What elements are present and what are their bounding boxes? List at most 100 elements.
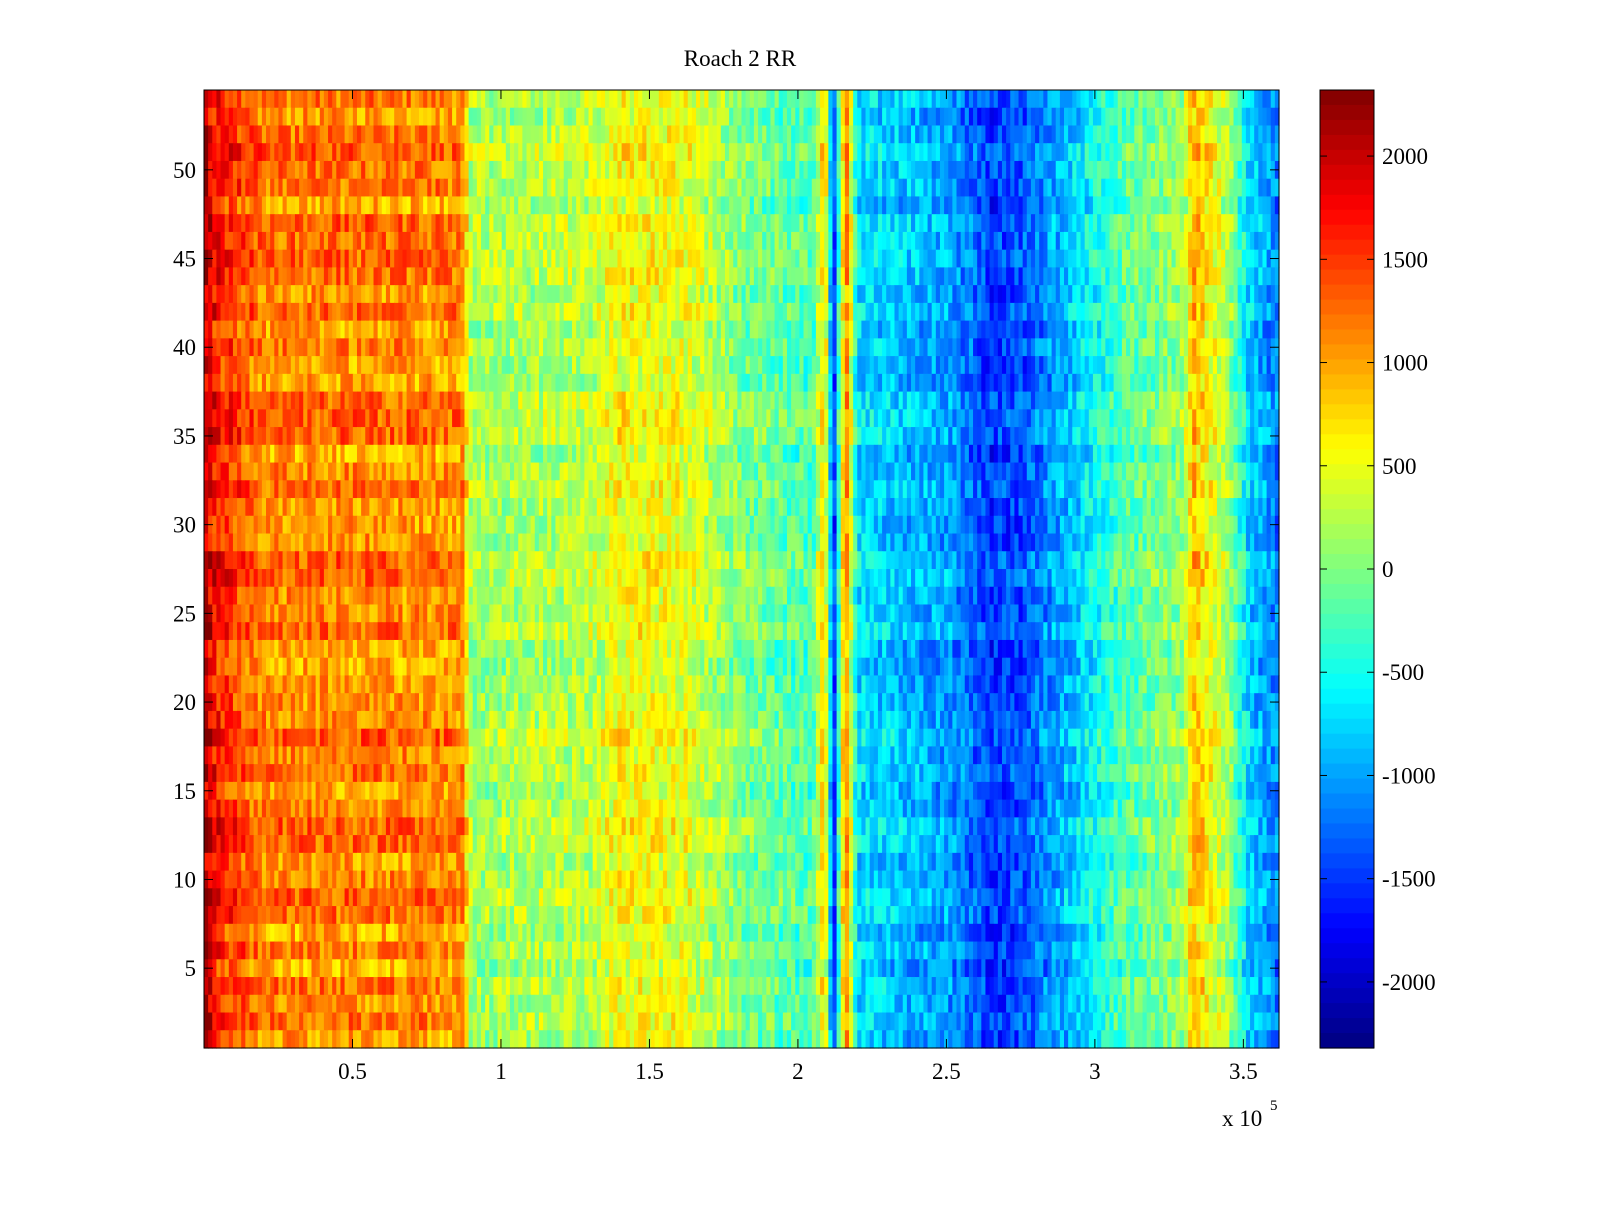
heatmap-cell [824, 320, 829, 339]
heatmap-cell [774, 143, 780, 162]
heatmap-cell [617, 178, 623, 198]
heatmap-cell [650, 196, 656, 215]
heatmap-cell [708, 107, 714, 127]
heatmap-cell [646, 249, 652, 269]
heatmap-cell [245, 231, 251, 251]
heatmap-cell [232, 391, 238, 410]
heatmap-cell [1117, 178, 1123, 198]
heatmap-cell [394, 178, 399, 198]
heatmap-cell [402, 160, 408, 180]
heatmap-cell [621, 356, 627, 375]
heatmap-cell [1250, 178, 1255, 198]
heatmap-cell [1171, 356, 1177, 375]
heatmap-cell [791, 214, 796, 233]
heatmap-cell [439, 391, 445, 410]
heatmap-cell [220, 409, 226, 428]
heatmap-cell [328, 320, 333, 339]
heatmap-cell [307, 196, 313, 215]
heatmap-cell [431, 391, 437, 410]
heatmap-cell [443, 231, 449, 251]
heatmap-cell [708, 302, 714, 322]
heatmap-cell [456, 90, 461, 109]
heatmap-cell [253, 373, 259, 393]
heatmap-cell [762, 196, 767, 215]
heatmap-cell [1204, 267, 1210, 286]
heatmap-cell [968, 90, 974, 109]
heatmap-cell [687, 214, 693, 233]
heatmap-cell [1212, 267, 1218, 286]
heatmap-cell [836, 302, 842, 322]
heatmap-cell [1006, 338, 1011, 357]
heatmap-cell [832, 285, 838, 304]
heatmap-cell [1126, 196, 1131, 215]
heatmap-cell [555, 285, 561, 304]
heatmap-cell [290, 160, 296, 180]
heatmap-cell [534, 107, 540, 127]
heatmap-cell [336, 373, 342, 393]
heatmap-cell [923, 231, 929, 251]
heatmap-cell [526, 143, 532, 162]
heatmap-cell [720, 409, 726, 428]
heatmap-cell [1258, 90, 1264, 109]
heatmap-cell [600, 143, 606, 162]
heatmap-cell [1101, 338, 1106, 357]
heatmap-cell [266, 196, 271, 215]
heatmap-cell [249, 267, 255, 286]
heatmap-cell [915, 285, 920, 304]
heatmap-cell [1241, 338, 1247, 357]
heatmap-cell [729, 90, 734, 109]
heatmap-cell [369, 125, 375, 144]
heatmap-cell [555, 338, 561, 357]
heatmap-cell [551, 107, 557, 127]
heatmap-cell [567, 320, 573, 339]
heatmap-cell [869, 125, 875, 144]
heatmap-cell [675, 160, 681, 180]
heatmap-cell [571, 373, 577, 393]
heatmap-cell [923, 107, 929, 127]
heatmap-cell [985, 267, 991, 286]
heatmap-cell [1051, 285, 1057, 304]
heatmap-cell [241, 391, 246, 410]
heatmap-cell [526, 320, 532, 339]
heatmap-cell [960, 214, 966, 233]
heatmap-cell [638, 143, 643, 162]
heatmap-cell [1179, 143, 1185, 162]
heatmap-cell [1241, 285, 1247, 304]
heatmap-cell [1130, 125, 1135, 144]
heatmap-cell [336, 356, 342, 375]
heatmap-cell [497, 196, 503, 215]
heatmap-cell [278, 90, 284, 109]
heatmap-cell [323, 427, 329, 446]
heatmap-cell [1221, 338, 1226, 357]
heatmap-cell [968, 249, 974, 269]
heatmap-cell [1121, 231, 1127, 251]
heatmap-cell [600, 373, 606, 393]
heatmap-cell [266, 302, 271, 322]
heatmap-cell [1254, 338, 1259, 357]
heatmap-cell [328, 125, 333, 144]
heatmap-cell [654, 356, 660, 375]
heatmap-cell [1150, 178, 1156, 198]
heatmap-cell [1059, 302, 1065, 322]
heatmap-cell [1225, 107, 1230, 127]
heatmap-cell [993, 160, 999, 180]
heatmap-cell [894, 178, 900, 198]
heatmap-cell [356, 178, 362, 198]
heatmap-cell [1266, 320, 1272, 339]
heatmap-cell [253, 285, 259, 304]
heatmap-cell [600, 231, 606, 251]
heatmap-cell [1109, 409, 1115, 428]
heatmap-cell [840, 356, 846, 375]
heatmap-cell [791, 90, 796, 109]
heatmap-cell [824, 231, 829, 251]
heatmap-cell [1254, 178, 1259, 198]
heatmap-cell [1262, 249, 1268, 269]
heatmap-cell [538, 338, 544, 357]
heatmap-cell [745, 143, 751, 162]
heatmap-cell [964, 160, 970, 180]
heatmap-cell [741, 267, 747, 286]
heatmap-cell [1150, 214, 1156, 233]
heatmap-cell [493, 214, 499, 233]
heatmap-cell [245, 338, 251, 357]
heatmap-cell [369, 302, 375, 322]
